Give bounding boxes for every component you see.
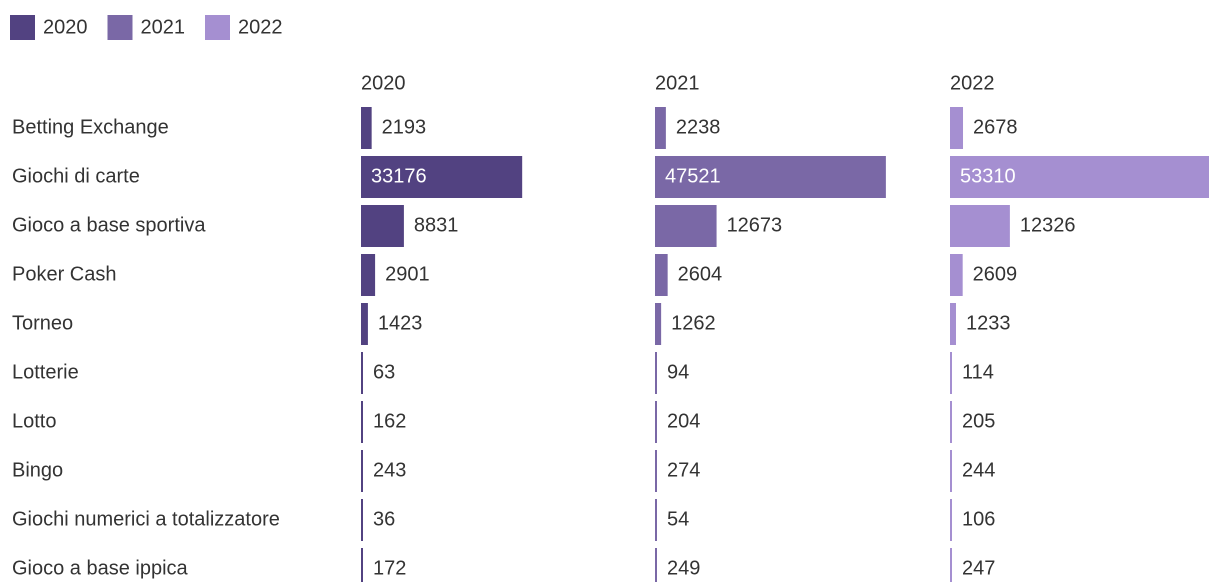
bar (361, 156, 523, 198)
value-label: 1262 (671, 312, 716, 334)
category-label: Torneo (12, 312, 73, 334)
legend-label: 2022 (238, 16, 283, 38)
value-label: 2901 (385, 263, 430, 285)
bar (655, 499, 657, 541)
category-label: Gioco a base ippica (12, 557, 189, 579)
value-label: 8831 (414, 214, 459, 236)
column-header: 2020 (361, 72, 406, 94)
bar (655, 205, 717, 247)
column-header: 2021 (655, 72, 700, 94)
legend-swatch (205, 15, 230, 40)
value-label: 53310 (960, 165, 1016, 187)
value-label: 2238 (676, 116, 721, 138)
category-label: Giochi numerici a totalizzatore (12, 508, 280, 530)
bar (361, 352, 363, 394)
value-label: 114 (962, 361, 994, 383)
bar (950, 450, 952, 492)
value-label: 2604 (678, 263, 723, 285)
bar (361, 450, 363, 492)
value-label: 247 (962, 557, 995, 579)
category-label: Lotto (12, 410, 56, 432)
bar (950, 107, 964, 149)
value-label: 2193 (382, 116, 427, 138)
value-label: 106 (962, 508, 995, 530)
bar (655, 450, 657, 492)
bar (655, 401, 657, 443)
value-label: 244 (962, 459, 995, 481)
value-label: 243 (373, 459, 406, 481)
bar (950, 254, 963, 296)
value-label: 205 (962, 410, 995, 432)
value-label: 204 (667, 410, 700, 432)
value-label: 54 (667, 508, 689, 530)
bar (655, 303, 662, 345)
bar (361, 401, 363, 443)
value-label: 47521 (665, 165, 721, 187)
value-label: 12326 (1020, 214, 1076, 236)
value-label: 162 (373, 410, 406, 432)
value-label: 172 (373, 557, 406, 579)
category-label: Giochi di carte (12, 165, 140, 187)
category-label: Lotterie (12, 361, 79, 383)
bar (655, 156, 886, 198)
value-label: 1233 (966, 312, 1011, 334)
bar (950, 205, 1010, 247)
value-label: 12673 (727, 214, 783, 236)
value-label: 63 (373, 361, 395, 383)
legend-label: 2020 (43, 16, 88, 38)
category-label: Gioco a base sportiva (12, 214, 206, 236)
category-label: Bingo (12, 459, 63, 481)
bar (950, 352, 952, 394)
value-label: 33176 (371, 165, 427, 187)
bar (361, 254, 376, 296)
legend-swatch (107, 15, 133, 40)
value-label: 2678 (973, 116, 1018, 138)
column-header: 2022 (950, 72, 995, 94)
category-label: Betting Exchange (12, 116, 169, 138)
bar (950, 401, 952, 443)
bar (361, 548, 363, 582)
bar (361, 499, 363, 541)
bar (950, 499, 952, 541)
bar (655, 352, 657, 394)
value-label: 249 (667, 557, 700, 579)
value-label: 2609 (973, 263, 1018, 285)
bar (361, 205, 404, 247)
bar (361, 107, 372, 149)
bar (655, 107, 666, 149)
category-label: Poker Cash (12, 263, 117, 285)
value-label: 36 (373, 508, 395, 530)
bar (950, 156, 1209, 198)
bar (655, 548, 657, 582)
value-label: 1423 (378, 312, 423, 334)
value-label: 274 (667, 459, 700, 481)
bar (950, 303, 956, 345)
legend-swatch (10, 15, 35, 40)
bar (950, 548, 952, 582)
bar (361, 303, 368, 345)
legend-label: 2021 (141, 16, 186, 38)
bar (655, 254, 668, 296)
value-label: 94 (667, 361, 689, 383)
